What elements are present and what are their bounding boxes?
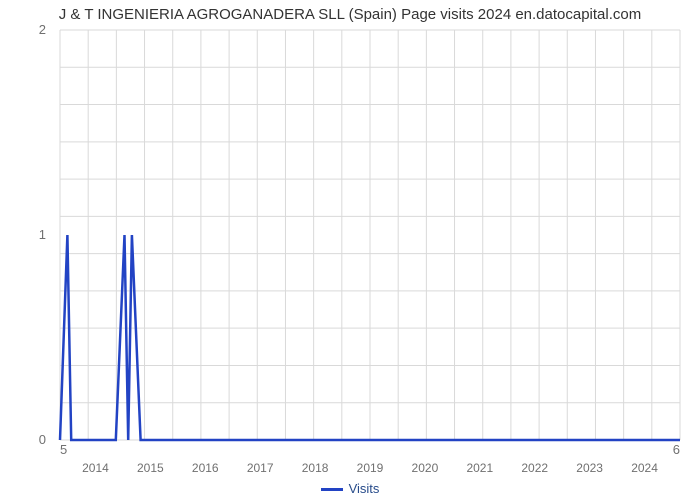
visits-line-chart: 0 1 2 5 6 2014 2015 2016 2017 2018 2019 2020 2021 202… xyxy=(0,0,700,500)
x-year-label: 2022 xyxy=(521,461,548,475)
x-year-label: 2016 xyxy=(192,461,219,475)
x-year-label: 2024 xyxy=(631,461,658,475)
legend-label: Visits xyxy=(349,481,380,496)
x-year-label: 2017 xyxy=(247,461,274,475)
x-year-label: 2014 xyxy=(82,461,109,475)
y-tick-label: 1 xyxy=(39,227,46,242)
y-tick-label: 0 xyxy=(39,432,46,447)
x-year-label: 2018 xyxy=(302,461,329,475)
chart-container: J & T INGENIERIA AGROGANADERA SLL (Spain… xyxy=(0,0,700,500)
x-year-label: 2021 xyxy=(466,461,493,475)
x-year-label: 2023 xyxy=(576,461,603,475)
x-outer-right: 6 xyxy=(673,442,680,457)
x-year-label: 2015 xyxy=(137,461,164,475)
legend: Visits xyxy=(0,481,700,496)
y-tick-label: 2 xyxy=(39,22,46,37)
x-year-label: 2020 xyxy=(412,461,439,475)
x-outer-left: 5 xyxy=(60,442,67,457)
legend-swatch xyxy=(321,488,343,491)
x-year-label: 2019 xyxy=(357,461,384,475)
